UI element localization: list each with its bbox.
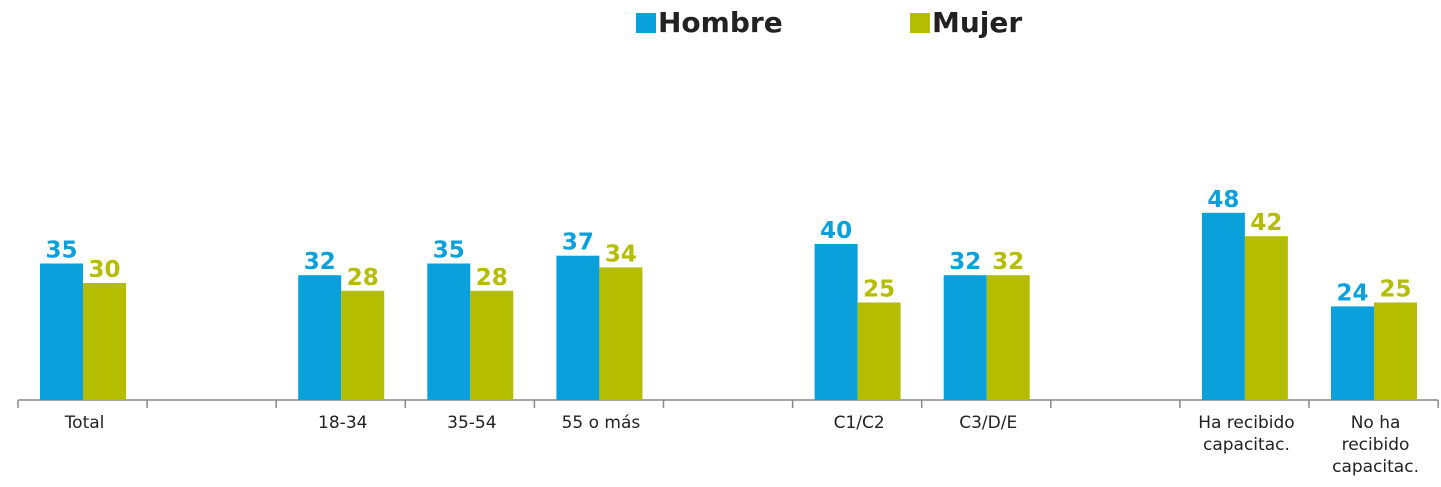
bar [1201, 212, 1245, 400]
value-label: 32 [304, 249, 336, 275]
value-label: 42 [1250, 210, 1282, 236]
bar [40, 263, 83, 400]
x-tick-label: Total [64, 413, 105, 433]
value-label: 32 [949, 249, 981, 275]
x-tick-label: 18-34 [318, 413, 368, 433]
x-tick-label: No ha recibido capacitac. [1332, 413, 1419, 477]
bar [298, 275, 342, 400]
bar [1331, 306, 1374, 400]
value-label: 25 [863, 277, 895, 303]
bar [857, 302, 901, 400]
bar [986, 275, 1030, 400]
x-tick-label: 35-54 [447, 413, 497, 433]
x-tick-label: C1/C2 [833, 413, 885, 433]
bar [814, 244, 858, 400]
legend-label: Hombre [658, 6, 783, 39]
value-label: 35 [433, 238, 465, 264]
x-tick-label: 55 o más [561, 413, 641, 433]
bar [556, 255, 600, 400]
value-label: 35 [45, 238, 77, 264]
bar [83, 283, 126, 400]
legend-swatch [910, 13, 930, 33]
value-label: 24 [1336, 280, 1368, 306]
bar [1374, 302, 1417, 400]
value-label: 30 [88, 257, 120, 283]
value-label: 32 [992, 249, 1024, 275]
value-label: 28 [347, 265, 379, 291]
x-tick-label: Ha recibido capacitac. [1198, 413, 1295, 455]
bar [470, 290, 514, 400]
bar [943, 275, 987, 400]
value-label: 25 [1379, 277, 1411, 303]
value-label: 40 [820, 218, 852, 244]
legend-label: Mujer [932, 6, 1022, 39]
bar [427, 263, 471, 400]
legend-swatch [636, 13, 656, 33]
bar [599, 267, 643, 400]
value-label: 34 [605, 241, 637, 267]
bar [1244, 236, 1288, 400]
bar [341, 290, 385, 400]
value-label: 37 [562, 230, 594, 256]
value-label: 48 [1207, 187, 1239, 213]
x-tick-label: C3/D/E [959, 413, 1018, 433]
value-label: 28 [476, 265, 508, 291]
